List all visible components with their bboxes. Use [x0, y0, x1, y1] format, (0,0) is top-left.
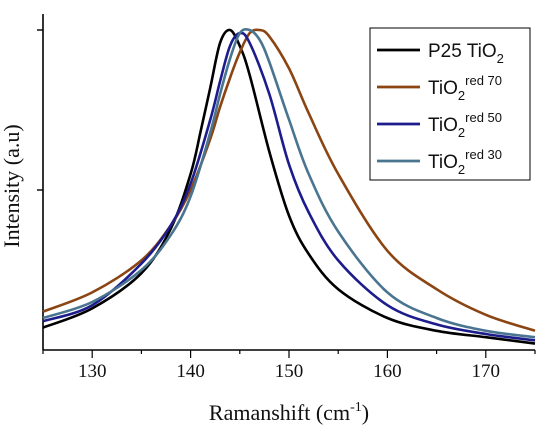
legend-label-1: P25 TiO2	[428, 41, 504, 66]
x-tick-label: 150	[275, 361, 304, 382]
x-axis-label-tail: )	[362, 400, 369, 425]
x-axis-ticks	[42, 350, 536, 358]
legend-label-4: TiO2red 30	[428, 147, 502, 177]
x-tick-label: 170	[472, 361, 501, 382]
y-axis-ticks	[37, 29, 43, 191]
legend-items: P25 TiO2 TiO2red 70 TiO2red 50 TiO2red 30	[377, 41, 504, 177]
series-line-4	[42, 27, 536, 339]
legend-box	[369, 27, 531, 181]
legend-label-2: TiO2red 70	[428, 73, 502, 103]
y-axis-label: Intensity (a.u)	[0, 124, 24, 247]
x-axis-tick-labels: 130 140 150 160 170	[78, 361, 500, 382]
x-tick-label: 130	[78, 361, 107, 382]
series-lines	[42, 27, 536, 345]
legend: P25 TiO2 TiO2red 70 TiO2red 50 TiO2red 30	[369, 27, 531, 181]
x-axis-label-main: Ramanshift (cm	[209, 400, 350, 425]
x-tick-label: 160	[373, 361, 402, 382]
series-line-1	[42, 28, 536, 345]
x-tick-label: 140	[176, 361, 205, 382]
series-line-3	[42, 31, 536, 342]
plot-area: 130 140 150 160 170	[37, 14, 536, 382]
x-axis-label: Ramanshift (cm-1)	[209, 400, 369, 425]
legend-label-3: TiO2red 50	[428, 110, 502, 140]
x-axis-label-superscript: -1	[350, 400, 362, 415]
